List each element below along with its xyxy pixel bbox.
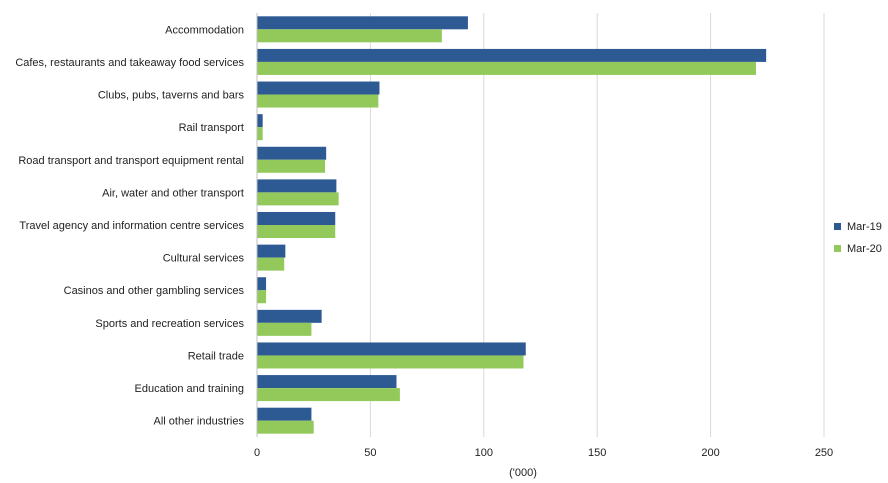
bar-mar-19 (257, 375, 397, 389)
bar-mar-20 (257, 257, 285, 271)
bar-mar-20 (257, 355, 524, 369)
category-label: Clubs, pubs, taverns and bars (98, 90, 245, 102)
bar-mar-20 (257, 322, 312, 336)
gridlines (369, 13, 825, 437)
x-tick-label: 200 (701, 447, 719, 459)
bar-mar-20 (257, 159, 326, 173)
category-label: Sports and recreation services (95, 318, 244, 330)
bar-mar-20 (257, 61, 756, 75)
legend-swatch (834, 245, 841, 252)
legend-label: Mar-19 (847, 221, 882, 233)
x-tick-label: 100 (475, 447, 493, 459)
category-label: Rail transport (179, 122, 244, 134)
category-label: Education and training (135, 383, 244, 395)
bar-mar-20 (257, 225, 336, 238)
bar-mar-19 (257, 146, 327, 160)
bar-mar-19 (257, 16, 468, 30)
category-label: Travel agency and information centre ser… (19, 220, 244, 232)
category-label: Air, water and other transport (102, 187, 244, 199)
bar-mar-19 (257, 212, 336, 225)
bar-mar-20 (257, 388, 400, 402)
category-label: Cafes, restaurants and takeaway food ser… (15, 57, 244, 69)
x-tick-label: 150 (588, 447, 606, 459)
bar-mar-19 (257, 407, 312, 421)
bar-mar-19 (257, 342, 526, 356)
category-label: All other industries (154, 416, 245, 428)
category-label: Casinos and other gambling services (64, 285, 245, 297)
x-tick-label: 0 (254, 447, 260, 459)
bars (257, 16, 767, 434)
category-label: Accommodation (165, 24, 244, 36)
bar-mar-19 (257, 48, 767, 62)
bar-mar-19 (257, 309, 322, 323)
legend: Mar-19 Mar-20 (834, 221, 882, 255)
legend-label: Mar-20 (847, 243, 882, 255)
bar-mar-19 (257, 81, 380, 95)
category-label: Road transport and transport equipment r… (18, 155, 244, 167)
x-tick-label: 250 (815, 447, 833, 459)
x-tick-label: 50 (364, 447, 376, 459)
bar-mar-20 (257, 94, 379, 108)
bar-mar-20 (257, 290, 267, 304)
bar-mar-20 (257, 127, 263, 141)
category-label: Retail trade (188, 350, 244, 362)
category-labels: Accommodation Cafes, restaurants and take… (15, 24, 244, 427)
x-axis-title: ('000) (509, 467, 537, 479)
bar-mar-20 (257, 29, 442, 43)
bar-mar-19 (257, 114, 263, 128)
legend-swatch (834, 223, 841, 230)
bar-mar-20 (257, 420, 314, 434)
category-label: Cultural services (163, 253, 245, 265)
bar-mar-19 (257, 244, 286, 258)
bar-mar-19 (257, 277, 267, 291)
bar-mar-20 (257, 192, 339, 206)
bar-mar-19 (257, 179, 337, 193)
tick-labels: 0 50 100 150 200 250 (254, 447, 833, 459)
